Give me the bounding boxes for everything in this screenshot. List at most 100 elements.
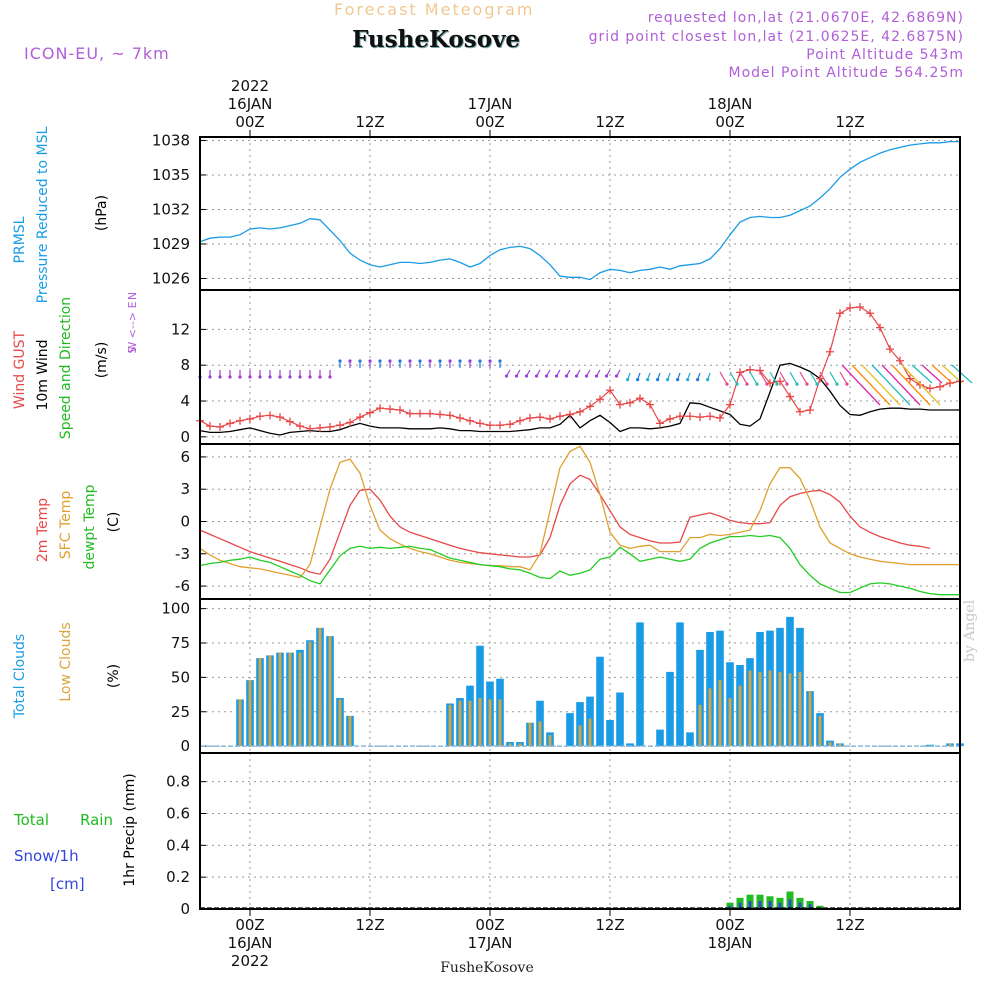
gust-marker bbox=[216, 422, 224, 431]
wind-direction-arrowhead bbox=[288, 375, 292, 379]
top-year-label: 2022 bbox=[231, 77, 269, 95]
low-cloud-bar bbox=[478, 698, 482, 747]
gust-marker bbox=[546, 414, 554, 423]
gust-marker bbox=[346, 418, 354, 427]
wind-direction-arrow bbox=[809, 371, 818, 385]
y-tick-label: 0.2 bbox=[166, 868, 190, 886]
wind-direction-arrowhead bbox=[418, 359, 422, 363]
wind-direction-arrowhead bbox=[775, 382, 779, 386]
y-tick-label: 0 bbox=[180, 428, 190, 446]
gust-marker bbox=[326, 422, 334, 431]
dewpoint-label: dewpt Temp bbox=[82, 484, 98, 569]
y-tick-label: 0.8 bbox=[166, 773, 190, 791]
low-cloud-bar bbox=[748, 670, 752, 747]
snow-bar bbox=[778, 902, 782, 909]
low-cloud-bar bbox=[308, 641, 312, 747]
snow-bar bbox=[768, 901, 772, 909]
low-clouds-label: Low Clouds bbox=[58, 622, 74, 701]
gust-marker bbox=[926, 384, 934, 393]
gust-marker bbox=[806, 405, 814, 414]
gust-marker bbox=[666, 414, 674, 423]
low-cloud-bar bbox=[488, 699, 492, 747]
temp-2m-label: 2m Temp bbox=[35, 498, 51, 562]
wind-direction-arrow bbox=[871, 364, 911, 406]
low-cloud-bar bbox=[248, 680, 252, 747]
snow-unit: [cm] bbox=[50, 875, 85, 893]
point-altitude: Point Altitude 543m bbox=[806, 47, 964, 63]
gust-marker bbox=[706, 412, 714, 421]
y-tick-label: 0 bbox=[180, 900, 190, 918]
wind-direction-arrow bbox=[739, 371, 748, 385]
low-cloud-bar bbox=[468, 700, 472, 747]
gust-marker bbox=[356, 413, 364, 422]
gust-marker bbox=[946, 379, 954, 388]
low-cloud-bar bbox=[758, 671, 762, 747]
low-cloud-bar bbox=[278, 652, 282, 747]
gust-marker bbox=[906, 374, 914, 383]
y-tick-label: 1029 bbox=[152, 235, 190, 253]
wind-direction-arrowhead bbox=[268, 375, 272, 379]
wind-direction-arrowhead bbox=[626, 377, 630, 382]
bottom-time-label: 00Z bbox=[475, 916, 504, 934]
wind-direction-arrow bbox=[891, 364, 931, 406]
low-cloud-bar bbox=[548, 735, 552, 747]
gust-marker bbox=[536, 413, 544, 422]
total-cloud-bar bbox=[656, 729, 664, 747]
gust-marker bbox=[886, 345, 894, 354]
bottom-date-label: 17JAN bbox=[468, 934, 513, 952]
bottom-date-label: 16JAN bbox=[228, 934, 273, 952]
wind-direction-arrow bbox=[789, 371, 798, 385]
low-cloud-bar bbox=[508, 743, 512, 747]
gust-marker bbox=[526, 414, 534, 423]
gust-marker bbox=[626, 398, 634, 407]
wind-direction-arrowhead bbox=[835, 382, 839, 386]
pressure-line bbox=[199, 140, 960, 281]
pressure-label-2: Pressure Reduced to MSL bbox=[35, 126, 51, 303]
gust-marker bbox=[576, 407, 584, 416]
gust-marker bbox=[266, 411, 274, 420]
gust-marker bbox=[416, 409, 424, 418]
snow-bar bbox=[798, 902, 802, 909]
gust-marker bbox=[446, 411, 454, 420]
gust-marker bbox=[916, 380, 924, 389]
gust-marker bbox=[596, 395, 604, 404]
wind-direction-arrowhead bbox=[544, 374, 549, 378]
gust-marker bbox=[306, 424, 314, 433]
wind-direction-arrowhead bbox=[765, 382, 769, 386]
wind-direction-arrowhead bbox=[468, 359, 472, 363]
wind-direction-arrowhead bbox=[574, 374, 579, 378]
gust-marker bbox=[786, 392, 794, 401]
supertitle: Forecast Meteogram bbox=[334, 0, 535, 19]
top-time-label: 00Z bbox=[475, 113, 504, 131]
wind-direction-arrow bbox=[951, 364, 973, 384]
low-cloud-bar bbox=[708, 688, 712, 747]
gust-marker bbox=[896, 356, 904, 365]
wind-direction-arrow bbox=[941, 364, 963, 384]
gust-marker bbox=[476, 419, 484, 428]
total-cloud-bar bbox=[566, 713, 574, 747]
wind-direction-arrow bbox=[719, 371, 728, 385]
gust-marker bbox=[316, 423, 324, 432]
total-clouds-label: Total Clouds bbox=[12, 634, 28, 719]
top-date-label: 18JAN bbox=[708, 95, 753, 113]
snow-label: Snow/1h bbox=[14, 847, 79, 865]
gust-marker bbox=[436, 410, 444, 419]
total-cloud-bar bbox=[626, 743, 634, 747]
wind-direction-arrowhead bbox=[428, 359, 432, 363]
low-cloud-bar bbox=[538, 721, 542, 747]
wind-direction-arrowhead bbox=[845, 382, 849, 386]
low-cloud-bar bbox=[328, 636, 332, 747]
total-cloud-bar bbox=[596, 656, 604, 747]
low-cloud-bar bbox=[718, 680, 722, 747]
low-cloud-bar bbox=[818, 715, 822, 747]
wind-direction-arrowhead bbox=[614, 374, 619, 378]
compass-north: N bbox=[126, 292, 139, 300]
wind-direction-arrowhead bbox=[666, 377, 670, 382]
low-cloud-bar bbox=[828, 742, 832, 747]
precip-rain-label: Rain bbox=[80, 811, 113, 829]
top-date-label: 16JAN bbox=[228, 95, 273, 113]
y-tick-label: 6 bbox=[180, 448, 190, 466]
y-tick-label: 50 bbox=[171, 668, 190, 686]
y-tick-label: 1038 bbox=[152, 131, 190, 149]
